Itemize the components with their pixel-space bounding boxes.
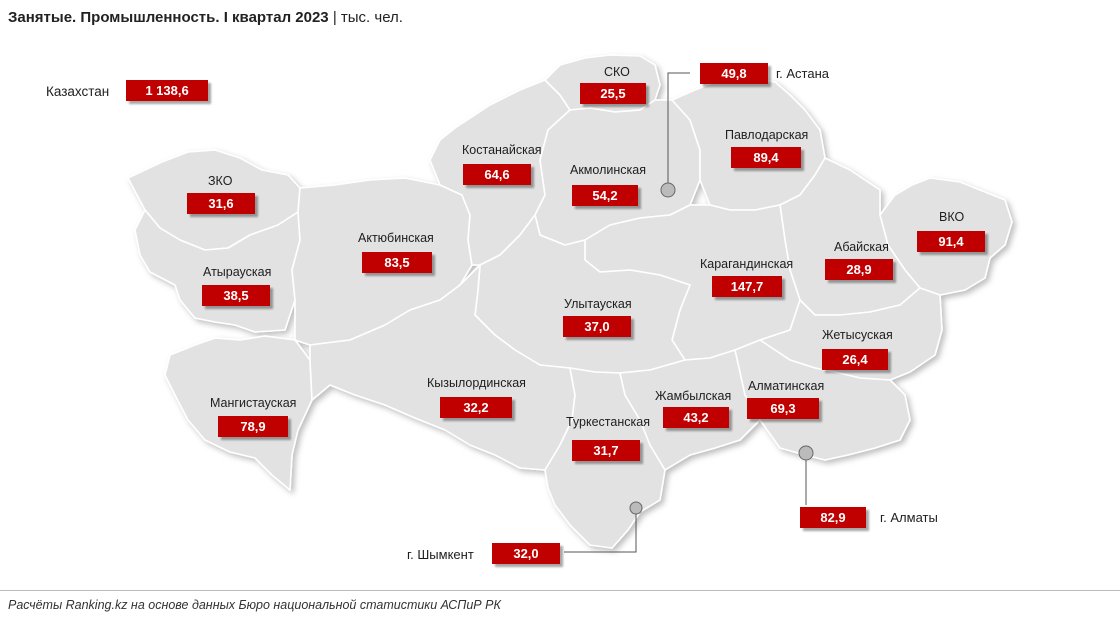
astana-leader-line — [667, 72, 690, 190]
region-label-kyzylorda: Кызылординская — [427, 376, 526, 390]
region-almaty — [734, 339, 911, 461]
chart-title: Занятые. Промышленность. I квартал 2023 … — [8, 9, 403, 26]
region-value-turkestan: 31,7 — [572, 440, 640, 461]
region-label-karaganda: Карагандинская — [700, 257, 794, 271]
title-unit: тыс. чел. — [340, 9, 403, 26]
region-value-pavlodar: 89,4 — [731, 147, 801, 168]
astana-marker — [660, 182, 676, 198]
total-label: Казахстан — [46, 84, 110, 99]
region-label-aktobe: Актюбинская — [358, 231, 434, 245]
total-value: 1 138,6 — [126, 80, 208, 101]
region-label-akmola: Акмолинская — [570, 163, 646, 177]
region-label-vko: ВКО — [939, 210, 965, 224]
region-label-sko: СКО — [604, 65, 630, 79]
region-label-pavlodar: Павлодарская — [725, 128, 809, 142]
almaty-marker — [798, 445, 814, 461]
region-value-kostanay: 64,6 — [463, 164, 531, 185]
region-value-mangystau: 78,9 — [218, 416, 288, 437]
region-label-atyrau: Атырауская — [203, 265, 272, 279]
region-label-kostanay: Костанайская — [462, 143, 542, 157]
source-note: Расчёты Ranking.kz на основе данных Бюро… — [8, 598, 501, 612]
region-value-atyrau: 38,5 — [202, 285, 270, 306]
region-label-mangystau: Мангистауская — [210, 396, 297, 410]
region-value-zko: 31,6 — [187, 193, 255, 214]
city-label-astana: г. Астана — [776, 66, 829, 81]
region-value-ulytau: 37,0 — [563, 316, 631, 337]
region-value-vko: 91,4 — [917, 231, 985, 252]
shymkent-leader-line — [564, 508, 637, 553]
region-label-turkestan: Туркестанская — [566, 415, 650, 429]
region-label-ulytau: Улытауская — [564, 297, 632, 311]
region-value-zhambyl: 43,2 — [663, 407, 729, 428]
city-value-shymkent: 32,0 — [492, 543, 560, 564]
region-label-zhambyl: Жамбылская — [655, 389, 732, 403]
city-value-astana: 49,8 — [700, 63, 768, 84]
region-value-abay: 28,9 — [825, 259, 893, 280]
region-label-zko: ЗКО — [208, 174, 233, 188]
city-value-almaty: 82,9 — [800, 507, 866, 528]
footer-divider — [0, 590, 1120, 591]
region-value-kyzylorda: 32,2 — [440, 397, 512, 418]
region-value-almaty: 69,3 — [747, 398, 819, 419]
region-label-abay: Абайская — [834, 240, 889, 254]
city-label-almaty: г. Алматы — [880, 510, 938, 525]
region-value-aktobe: 83,5 — [362, 252, 432, 273]
region-value-akmola: 54,2 — [572, 185, 638, 206]
region-label-zhetysu: Жетысуская — [822, 328, 893, 342]
region-value-sko: 25,5 — [580, 83, 646, 104]
region-value-zhetysu: 26,4 — [822, 349, 888, 370]
title-main: Занятые. Промышленность. I квартал 2023 — [8, 9, 329, 26]
shymkent-marker — [629, 501, 643, 515]
title-separator: | — [332, 9, 337, 26]
region-label-almaty: Алматинская — [748, 379, 825, 393]
city-label-shymkent: г. Шымкент — [407, 547, 474, 562]
region-value-karaganda: 147,7 — [712, 276, 782, 297]
region-mangystau — [164, 335, 313, 491]
